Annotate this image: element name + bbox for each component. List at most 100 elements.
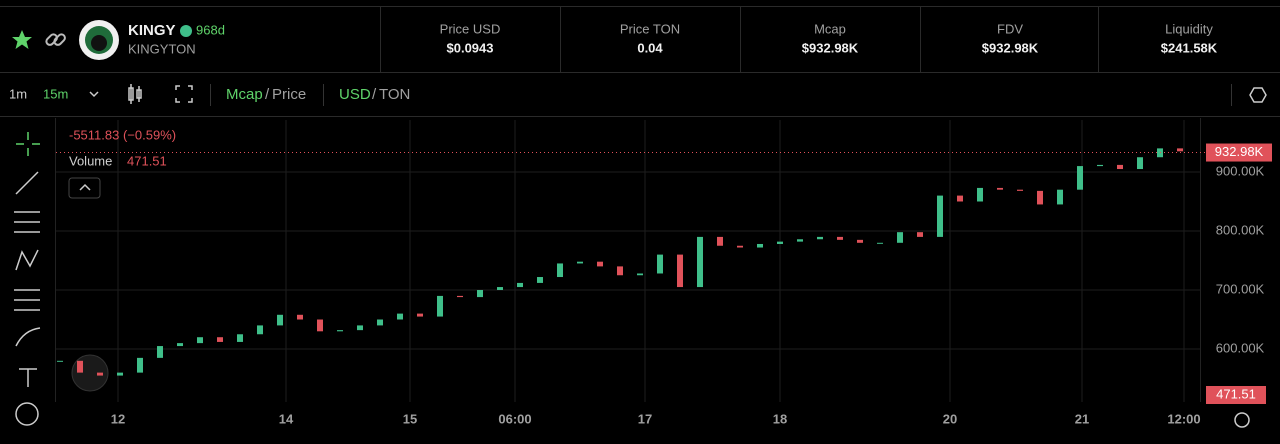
candle (717, 236, 723, 246)
y-tick-label: 700.00K (1216, 281, 1265, 296)
metric-price[interactable]: Price (272, 86, 306, 103)
stat-value: $241.58K (1161, 40, 1218, 55)
volume-value: 471.51 (127, 153, 167, 168)
stat-value: $0.0943 (447, 40, 494, 55)
x-tick-label: 14 (279, 411, 294, 426)
candle (157, 346, 163, 358)
link-icon[interactable] (45, 33, 66, 46)
candle (357, 325, 363, 331)
collapse-button[interactable] (68, 177, 101, 199)
settings-icon[interactable] (1249, 87, 1267, 103)
candle (737, 245, 743, 248)
candle (637, 273, 643, 276)
candle (557, 263, 563, 278)
candle (1057, 189, 1063, 205)
stat-label: Price TON (620, 21, 680, 36)
candle (477, 290, 483, 298)
fullscreen-icon[interactable] (175, 85, 193, 103)
candle (257, 325, 263, 335)
candle (537, 277, 543, 283)
candle (317, 319, 323, 332)
candle (437, 295, 443, 317)
candle (677, 254, 683, 288)
dropdown[interactable] (89, 91, 99, 98)
candle (237, 334, 243, 342)
candle (877, 242, 883, 244)
token-age: 968d (196, 22, 225, 37)
x-tick-label: 20 (943, 411, 957, 426)
candle (517, 282, 523, 288)
candle (137, 357, 143, 373)
candle (597, 261, 603, 267)
candle (817, 236, 823, 240)
candle (997, 187, 1003, 190)
candle (1177, 148, 1183, 152)
volume-tag (1206, 386, 1266, 404)
drawing-tools[interactable] (14, 132, 41, 426)
candle (977, 187, 983, 202)
interval[interactable]: 15m (43, 86, 68, 101)
stat-dividers (0, 6, 1280, 72)
y-tick-label: 600.00K (1216, 340, 1265, 355)
candle (117, 372, 123, 376)
candle (1037, 190, 1043, 205)
candle (657, 254, 663, 274)
metric-mcap[interactable]: Mcap (226, 86, 263, 103)
candle-icon[interactable] (128, 84, 142, 104)
price-tag (1206, 143, 1272, 162)
token-name: KINGY (128, 22, 176, 39)
x-tick-label: 21 (1075, 411, 1089, 426)
candle (77, 360, 83, 373)
favorite-star[interactable] (12, 30, 32, 49)
volume-label: Volume (69, 153, 112, 168)
y-tick-label: 900.00K (1216, 163, 1265, 178)
interval[interactable]: 1m (9, 86, 27, 101)
x-tick-label: 18 (773, 411, 787, 426)
candle (957, 195, 963, 202)
stat-label: FDV (997, 21, 1023, 36)
verified-badge (180, 25, 192, 37)
stat-label: Mcap (814, 21, 846, 36)
candle (457, 295, 463, 298)
token-ticker: KINGYTON (128, 41, 196, 56)
slash: / (265, 86, 270, 103)
collapse-icon (79, 183, 91, 191)
candle (1097, 164, 1103, 167)
currency-ton[interactable]: TON (379, 86, 410, 103)
candle (397, 313, 403, 320)
stat-value: $932.98K (982, 40, 1039, 55)
header-bg (0, 0, 1280, 72)
candle (777, 241, 783, 244)
currency-usd[interactable]: USD (339, 86, 371, 103)
candle (797, 239, 803, 242)
candle (897, 232, 903, 243)
candle (577, 261, 583, 264)
candle (837, 236, 843, 240)
settings-icon[interactable] (1234, 412, 1250, 428)
candle (757, 243, 763, 248)
candle (1077, 166, 1083, 190)
candle (417, 313, 423, 317)
candle (277, 314, 283, 326)
x-tick-label: 17 (638, 411, 652, 426)
x-tick-label: 12:00 (1167, 411, 1200, 426)
candle (617, 266, 623, 276)
stat-label: Price USD (440, 21, 501, 36)
candle (297, 314, 303, 320)
price-tag-label: 932.98K (1215, 144, 1264, 159)
x-tick-label: 06:00 (498, 411, 531, 426)
stat-label: Liquidity (1165, 21, 1213, 36)
candle (337, 330, 343, 332)
candle (197, 337, 203, 344)
candle (497, 287, 503, 291)
candle (377, 319, 383, 326)
change-label: -5511.83 (−0.59%) (69, 127, 176, 142)
y-tick-label: 800.00K (1216, 222, 1265, 237)
candle (57, 360, 63, 362)
candle (1117, 164, 1123, 170)
candle (697, 236, 703, 288)
candle (97, 372, 103, 376)
candle (917, 232, 923, 237)
candle (177, 343, 183, 347)
